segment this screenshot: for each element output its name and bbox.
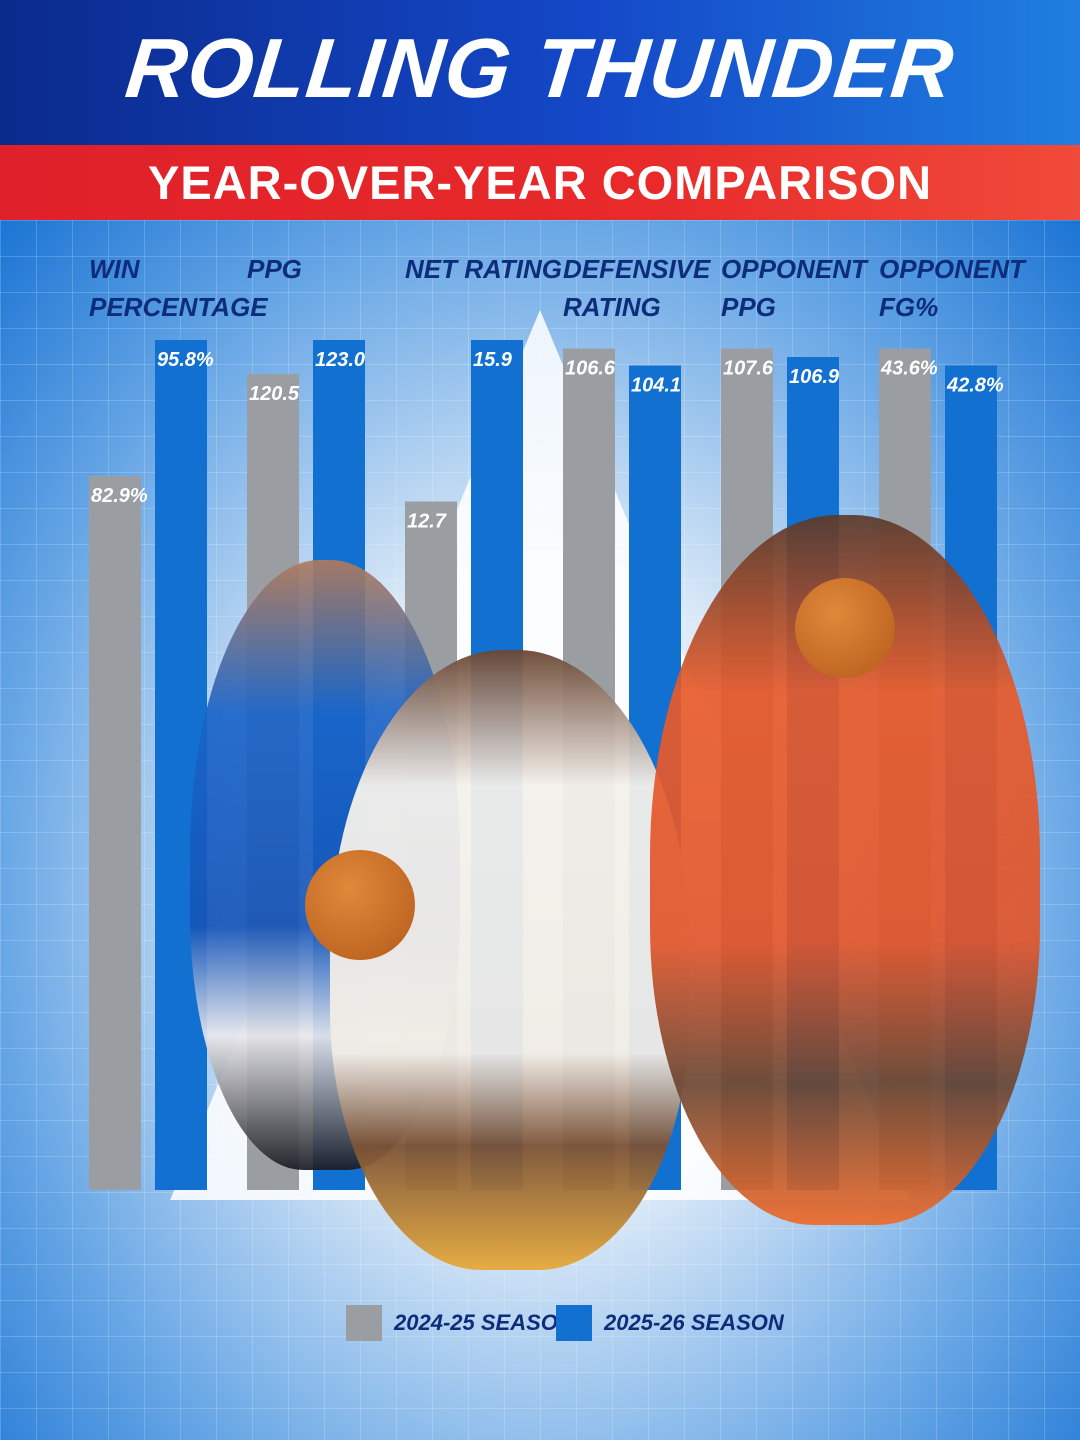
bar-value-label: 12.7 [407,511,447,533]
category-label: WIN [89,254,141,284]
bar-value-label: 43.6% [880,358,938,380]
category-label: PPG [721,292,776,322]
bar-value-label: 106.9 [789,366,840,388]
legend-swatch-prev [346,1305,382,1341]
bar-value-label: 95.8% [157,349,214,371]
basketball-icon [795,578,895,678]
bar-value-label: 123.0 [315,349,365,371]
legend-label-prev: 2024-25 SEASON [394,1310,574,1335]
bar-value-label: 15.9 [473,349,513,371]
legend-item-curr: 2025-26 SEASON [556,1305,784,1341]
bar-value-label: 104.1 [631,375,681,397]
category-label: RATING [563,292,661,322]
bar-value-label: 82.9% [91,485,148,507]
subtitle-banner: YEAR-OVER-YEAR COMPARISON [0,145,1080,220]
category-label: OPPONENT [721,254,869,284]
category-label: OPPONENT [879,254,1027,284]
bar-prev [89,476,141,1190]
category-label: PERCENTAGE [89,292,268,322]
bar-value-label: 42.8% [946,375,1004,397]
bar-value-label: 106.6 [565,358,616,380]
header-banner: ROLLING THUNDER [0,0,1080,145]
basketball-icon [305,850,415,960]
category-label: FG% [879,292,938,322]
bar-value-label: 107.6 [723,358,774,380]
legend-swatch-curr [556,1305,592,1341]
page-subtitle: YEAR-OVER-YEAR COMPARISON [147,156,933,209]
player-image-center [330,650,690,1270]
bar-value-label: 120.5 [249,383,300,405]
category-label: PPG [247,254,302,284]
legend-item-prev: 2024-25 SEASON [346,1305,574,1341]
legend-label-curr: 2025-26 SEASON [604,1310,784,1335]
category-label: NET RATING [405,254,562,284]
category-label: DEFENSIVE [563,254,711,284]
